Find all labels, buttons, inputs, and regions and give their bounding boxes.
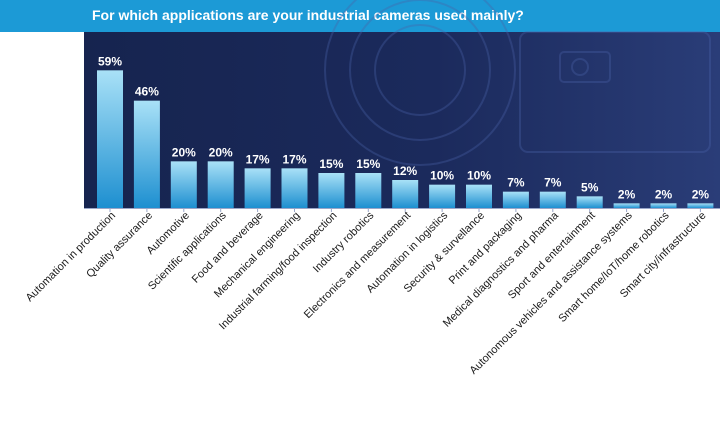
bar-value-label: 2% [692, 187, 710, 201]
bar-4 [207, 161, 234, 208]
bar-value-label: 15% [356, 157, 380, 171]
chart-title: For which applications are your industri… [92, 7, 524, 23]
bar-10 [429, 184, 456, 208]
bar-2 [133, 100, 160, 208]
bar-value-label: 10% [467, 169, 491, 183]
bar-value-label: 5% [581, 180, 599, 194]
bar-value-label: 17% [282, 152, 306, 166]
bar-12 [502, 191, 529, 208]
bar-value-label: 20% [172, 145, 196, 159]
bar-value-label: 2% [655, 187, 673, 201]
bar-value-label: 2% [618, 187, 636, 201]
camera-illustration [324, 0, 711, 166]
category-label: Food and beverage [190, 210, 266, 286]
bar-3 [170, 161, 197, 208]
bar-13 [539, 191, 566, 208]
bar-5 [244, 168, 271, 208]
bar-7 [318, 173, 345, 208]
bar-value-label: 15% [319, 157, 343, 171]
bar-16 [650, 203, 677, 208]
bar-value-label: 20% [209, 145, 233, 159]
title-bar: For which applications are your industri… [0, 0, 720, 32]
bar-11 [466, 184, 492, 208]
bar-8 [355, 173, 382, 208]
category-label: Quality assurance [84, 210, 155, 281]
bar-value-label: 12% [393, 164, 417, 178]
bar-value-label: 46% [135, 85, 159, 99]
bar-value-label: 7% [507, 176, 525, 190]
bar-17 [687, 203, 714, 208]
bar-value-label: 10% [430, 169, 454, 183]
bar-value-label: 7% [544, 176, 562, 190]
bar-15 [613, 203, 640, 208]
bar-6 [281, 168, 308, 208]
bar-value-label: 17% [246, 152, 270, 166]
bar-value-label: 59% [98, 54, 122, 68]
bar-14 [576, 196, 603, 208]
bar-1 [97, 70, 123, 208]
bar-9 [392, 180, 419, 208]
